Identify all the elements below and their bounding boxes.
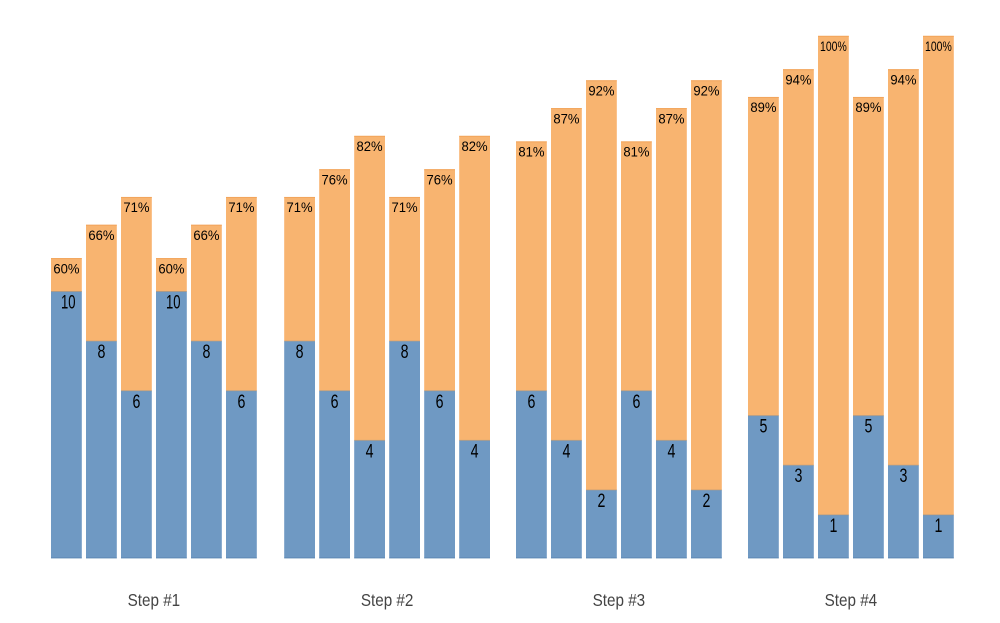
svg-text:10: 10 <box>166 293 181 314</box>
svg-text:60%: 60% <box>53 261 79 277</box>
svg-text:6: 6 <box>237 392 245 413</box>
svg-text:10: 10 <box>61 293 76 314</box>
svg-text:6: 6 <box>527 392 535 413</box>
svg-text:8: 8 <box>296 342 304 363</box>
svg-text:2: 2 <box>597 491 605 512</box>
svg-text:76%: 76% <box>427 172 453 188</box>
svg-text:92%: 92% <box>693 84 719 100</box>
svg-text:6: 6 <box>132 392 140 413</box>
svg-text:6: 6 <box>331 392 339 413</box>
svg-text:Step #2: Step #2 <box>361 590 414 610</box>
svg-text:100%: 100% <box>925 39 952 55</box>
svg-text:4: 4 <box>562 441 570 462</box>
svg-text:82%: 82% <box>462 139 488 155</box>
svg-text:8: 8 <box>97 342 105 363</box>
svg-text:6: 6 <box>436 392 444 413</box>
svg-text:8: 8 <box>401 342 409 363</box>
svg-text:71%: 71% <box>392 200 418 216</box>
svg-text:4: 4 <box>471 441 479 462</box>
svg-text:3: 3 <box>794 466 802 487</box>
svg-text:94%: 94% <box>785 72 811 88</box>
svg-text:100%: 100% <box>820 39 847 55</box>
svg-text:Step #4: Step #4 <box>825 590 878 610</box>
svg-text:5: 5 <box>759 417 767 438</box>
svg-text:4: 4 <box>667 441 675 462</box>
svg-text:81%: 81% <box>518 145 544 161</box>
svg-text:89%: 89% <box>855 100 881 116</box>
svg-text:6: 6 <box>632 392 640 413</box>
svg-text:4: 4 <box>366 441 374 462</box>
svg-text:2: 2 <box>702 491 710 512</box>
svg-text:92%: 92% <box>588 84 614 100</box>
svg-text:1: 1 <box>829 516 837 537</box>
svg-text:Step #3: Step #3 <box>593 590 646 610</box>
svg-text:94%: 94% <box>890 72 916 88</box>
svg-text:3: 3 <box>899 466 907 487</box>
svg-text:66%: 66% <box>193 228 219 244</box>
svg-text:81%: 81% <box>623 145 649 161</box>
svg-text:8: 8 <box>202 342 210 363</box>
svg-text:60%: 60% <box>158 261 184 277</box>
svg-text:66%: 66% <box>88 228 114 244</box>
svg-text:Step #1: Step #1 <box>128 590 181 610</box>
svg-text:89%: 89% <box>750 100 776 116</box>
svg-text:76%: 76% <box>322 172 348 188</box>
svg-text:71%: 71% <box>123 200 149 216</box>
svg-text:5: 5 <box>864 417 872 438</box>
svg-text:1: 1 <box>934 516 942 537</box>
svg-text:82%: 82% <box>357 139 383 155</box>
svg-text:71%: 71% <box>228 200 254 216</box>
svg-text:87%: 87% <box>658 111 684 127</box>
svg-text:71%: 71% <box>287 200 313 216</box>
svg-text:87%: 87% <box>553 111 579 127</box>
